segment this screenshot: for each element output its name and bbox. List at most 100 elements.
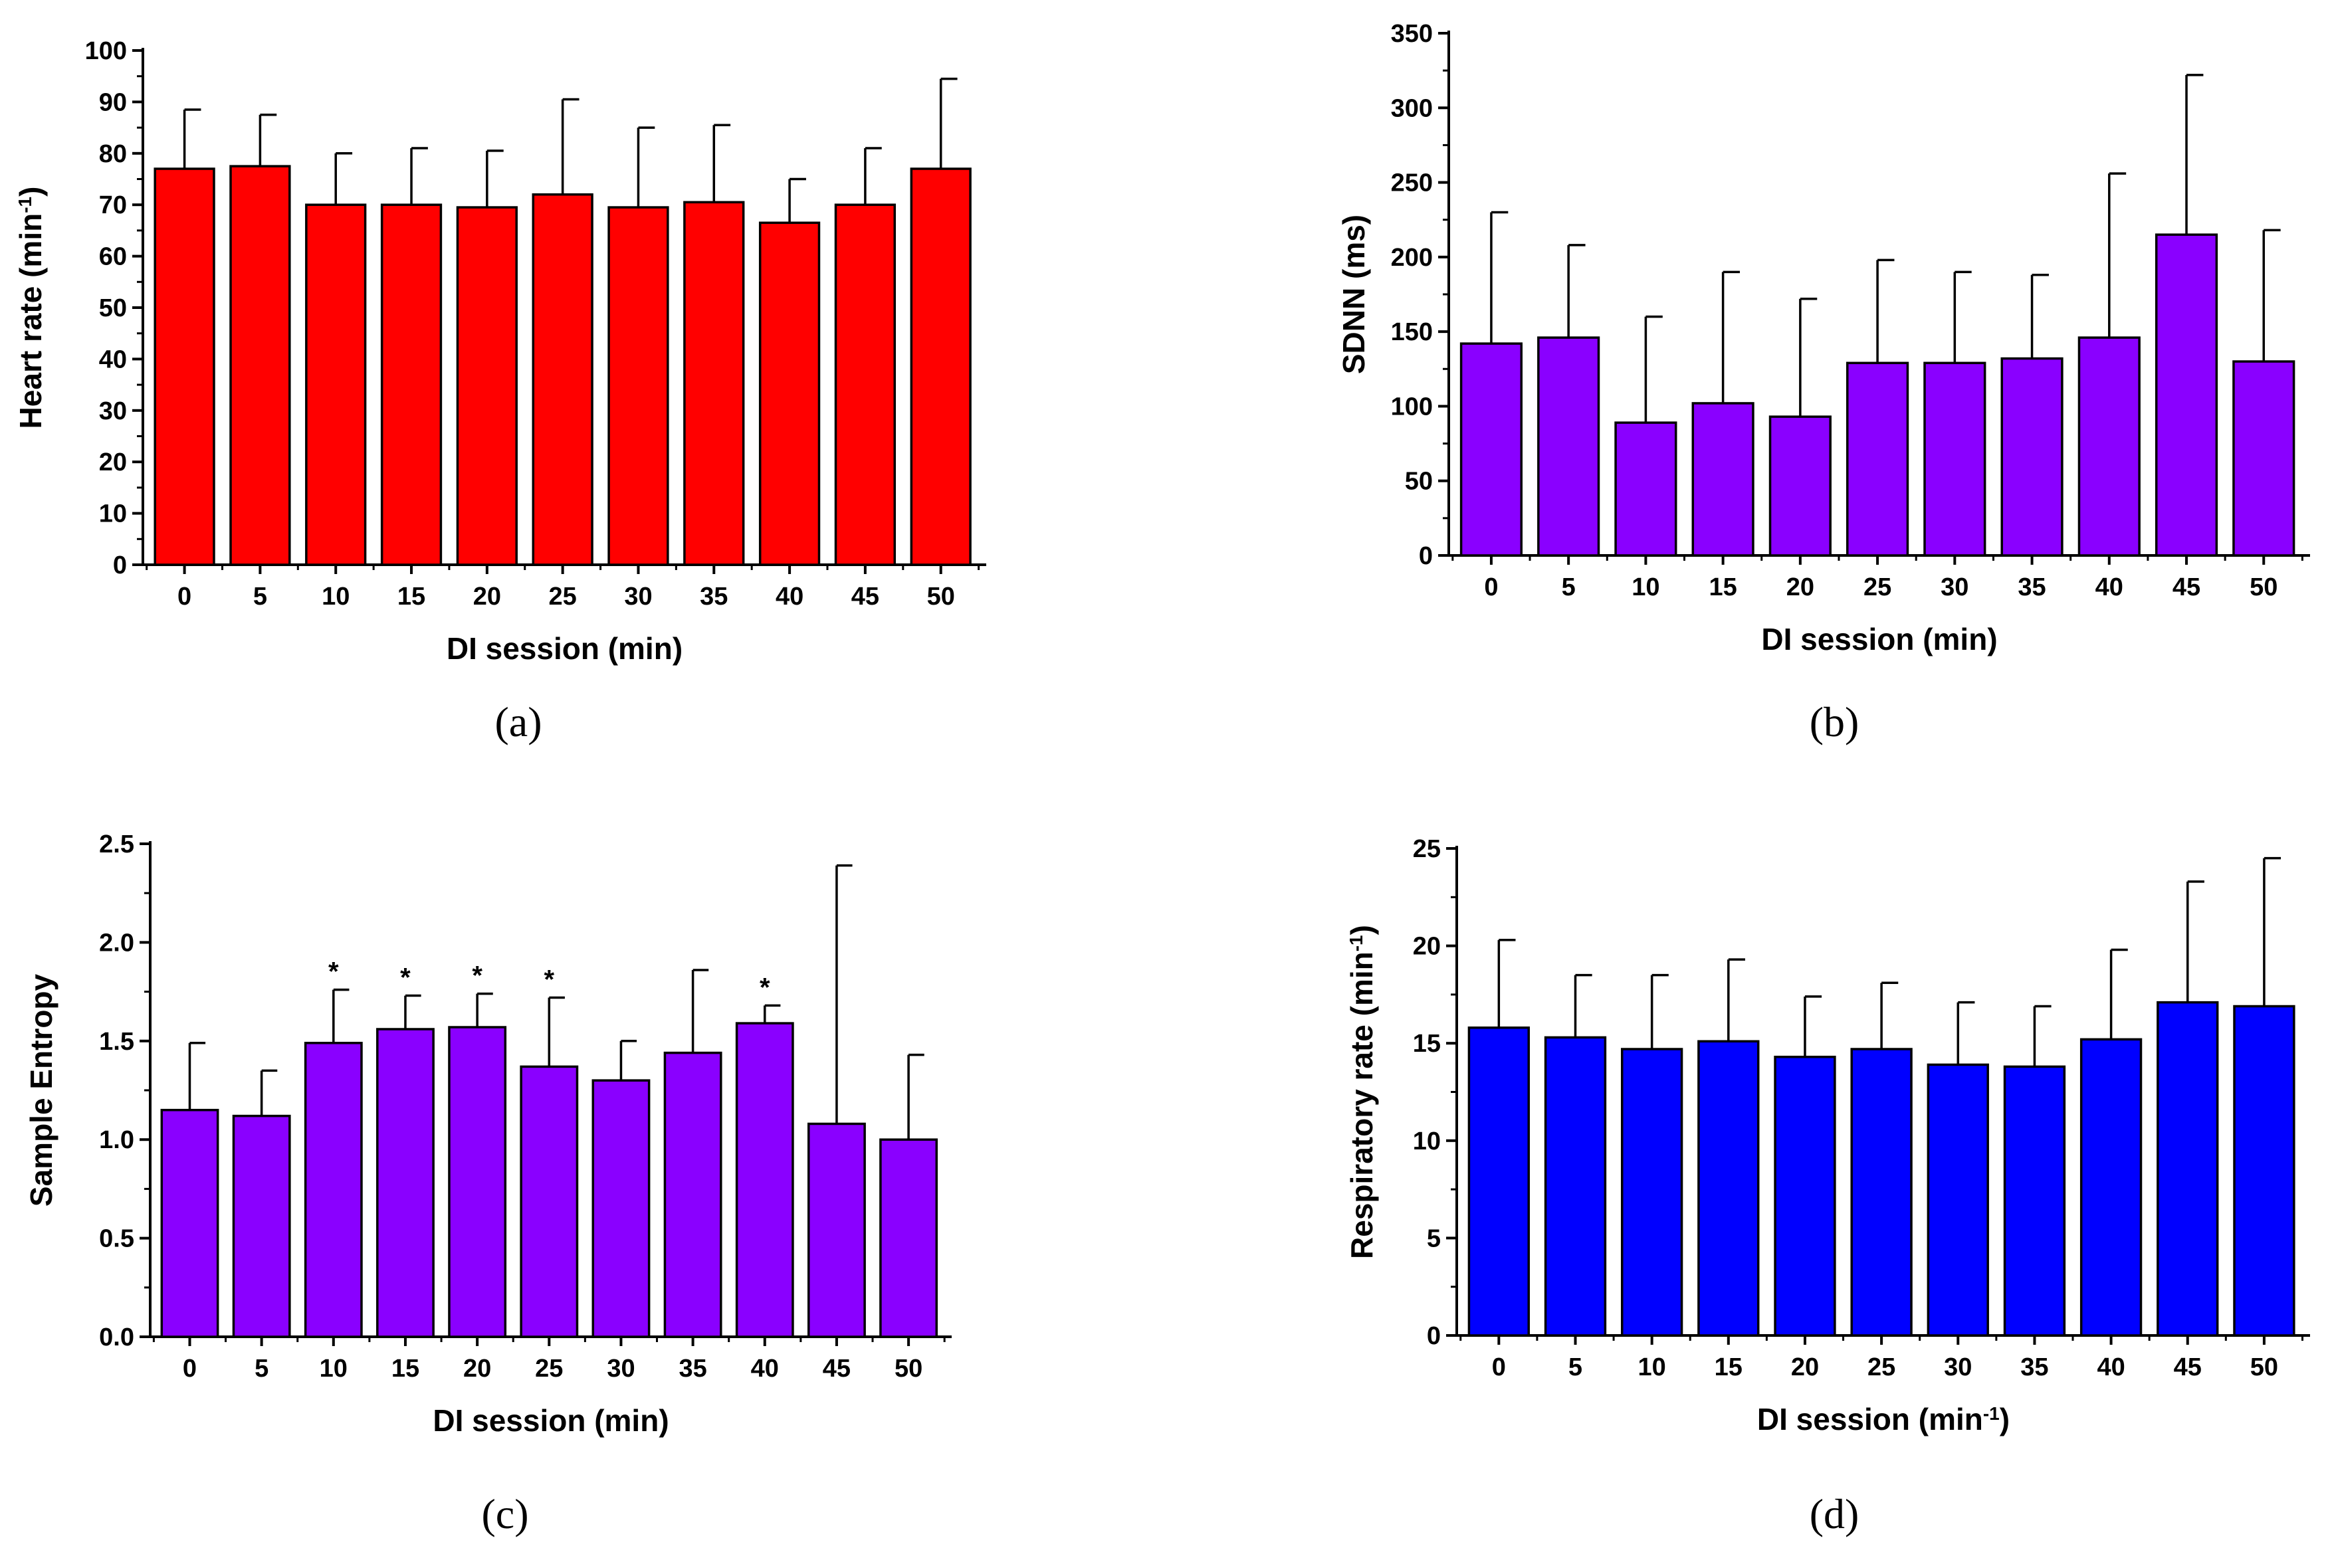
- x-tick-label: 45: [851, 583, 879, 611]
- bar: [663, 1051, 722, 1338]
- panel-d-respiratory-rate-chart: 0 5 10 15 20 25 0 5 10 15 20 25 30 35 40 45 50 DI session…: [1344, 835, 2310, 1537]
- x-tick-label: 20: [463, 1355, 491, 1383]
- y-tick-label: 150: [1391, 318, 1433, 346]
- x-tick-label: 25: [535, 1355, 563, 1383]
- y-tick-label: 200: [1391, 244, 1433, 272]
- bar: [1768, 415, 1832, 557]
- bar: [520, 1065, 579, 1338]
- panel-label: (c): [481, 1490, 528, 1537]
- bar: [2003, 1065, 2066, 1337]
- bar: [229, 165, 291, 566]
- bar: [160, 1108, 219, 1338]
- panel-label: (a): [494, 698, 542, 745]
- y-tick-label: 80: [99, 140, 127, 168]
- bar: [305, 203, 367, 566]
- significance-marker: *: [760, 973, 770, 1002]
- y-tick-label: 50: [99, 294, 127, 322]
- y-tick-label: 100: [1391, 393, 1433, 421]
- x-tick-label: 25: [549, 583, 577, 611]
- x-tick-label: 35: [679, 1355, 706, 1383]
- bar: [758, 221, 821, 566]
- x-tick-label: 5: [1562, 573, 1576, 601]
- x-tick-label: 30: [1941, 573, 1968, 601]
- x-tick-label: 5: [255, 1355, 268, 1383]
- y-tick-label: 70: [99, 191, 127, 219]
- x-tick-label: 50: [2250, 573, 2277, 601]
- bar: [879, 1138, 938, 1338]
- x-tick-label: 0: [177, 583, 191, 611]
- significance-marker: *: [544, 965, 555, 995]
- y-tick-label: 0.5: [99, 1225, 134, 1253]
- y-tick-label: 0.0: [99, 1323, 134, 1351]
- bar: [1927, 1063, 1989, 1337]
- y-tick-label: 30: [99, 397, 127, 425]
- bar: [380, 203, 443, 566]
- bar: [2077, 336, 2141, 557]
- y-tick-label: 250: [1391, 169, 1433, 197]
- bar: [2000, 357, 2064, 557]
- bar: [1459, 342, 1523, 557]
- x-tick-label: 40: [2095, 573, 2123, 601]
- x-tick-label: 50: [895, 1355, 922, 1383]
- bar: [1774, 1055, 1836, 1337]
- x-tick-label: 0: [183, 1355, 197, 1383]
- bar: [2233, 1005, 2295, 1337]
- y-axis-title: Respiratory rate (min-1): [1344, 925, 1379, 1259]
- bar: [910, 167, 972, 566]
- x-tick-label: 35: [2018, 573, 2046, 601]
- y-tick-label: 25: [1413, 835, 1441, 863]
- y-tick-label: 90: [99, 88, 127, 116]
- y-axis-title: Heart rate (min-1): [13, 187, 48, 429]
- panel-label: (b): [1810, 698, 1859, 745]
- panel-c-sample-entropy-chart: 0.0 0.5 1.0 1.5 2.0 2.5 0 5 10 * 15 * 20 * 25 * 30 35 40 * 4…: [24, 831, 952, 1537]
- bar: [376, 1028, 435, 1338]
- y-tick-label: 60: [99, 243, 127, 271]
- x-tick-label: 20: [1786, 573, 1814, 601]
- x-tick-label: 20: [1791, 1353, 1819, 1381]
- x-tick-label: 35: [700, 583, 728, 611]
- x-tick-label: 0: [1484, 573, 1498, 601]
- bar: [1614, 421, 1677, 557]
- y-tick-label: 40: [99, 345, 127, 373]
- x-tick-label: 30: [607, 1355, 635, 1383]
- y-axis-title: Sample Entropy: [24, 973, 58, 1207]
- y-tick-label: 2.5: [99, 831, 134, 858]
- panel-b-sdnn-chart: 0 50 100 150 200 250 300 350 0 5 10 15 20 25 30 35 40 45 5…: [1336, 20, 2310, 745]
- bar: [807, 1122, 866, 1338]
- y-tick-label: 2.0: [99, 929, 134, 957]
- bar: [1850, 1048, 1913, 1337]
- bar: [834, 203, 897, 566]
- y-tick-label: 1.0: [99, 1126, 134, 1154]
- x-tick-label: 50: [927, 583, 955, 611]
- x-tick-label: 40: [751, 1355, 779, 1383]
- x-axis-title: DI session (min): [433, 1403, 669, 1438]
- bar: [591, 1079, 651, 1338]
- x-tick-label: 45: [823, 1355, 851, 1383]
- x-tick-label: 25: [1863, 573, 1891, 601]
- x-tick-label: 10: [1632, 573, 1659, 601]
- significance-marker: *: [472, 961, 482, 991]
- y-tick-label: 100: [85, 37, 127, 65]
- y-tick-label: 0: [1419, 542, 1433, 570]
- significance-marker: *: [328, 957, 339, 987]
- x-axis-title: DI session (min): [447, 631, 683, 666]
- y-tick-label: 50: [1405, 468, 1433, 496]
- y-axis-title: SDNN (ms): [1336, 215, 1371, 374]
- x-tick-label: 10: [1638, 1353, 1666, 1381]
- y-tick-label: 10: [99, 500, 127, 528]
- x-tick-label: 35: [2020, 1353, 2048, 1381]
- x-tick-label: 50: [2250, 1353, 2278, 1381]
- bar: [456, 206, 518, 566]
- y-tick-label: 10: [1413, 1127, 1441, 1155]
- y-tick-label: 350: [1391, 20, 1433, 48]
- x-tick-label: 15: [1709, 573, 1737, 601]
- x-tick-label: 30: [624, 583, 652, 611]
- x-tick-label: 5: [253, 583, 267, 611]
- x-tick-label: 30: [1944, 1353, 1972, 1381]
- x-tick-label: 45: [2174, 1353, 2202, 1381]
- bar: [2079, 1038, 2143, 1337]
- y-tick-label: 20: [99, 448, 127, 476]
- x-tick-label: 45: [2172, 573, 2200, 601]
- x-tick-label: 40: [2097, 1353, 2125, 1381]
- x-tick-label: 15: [397, 583, 425, 611]
